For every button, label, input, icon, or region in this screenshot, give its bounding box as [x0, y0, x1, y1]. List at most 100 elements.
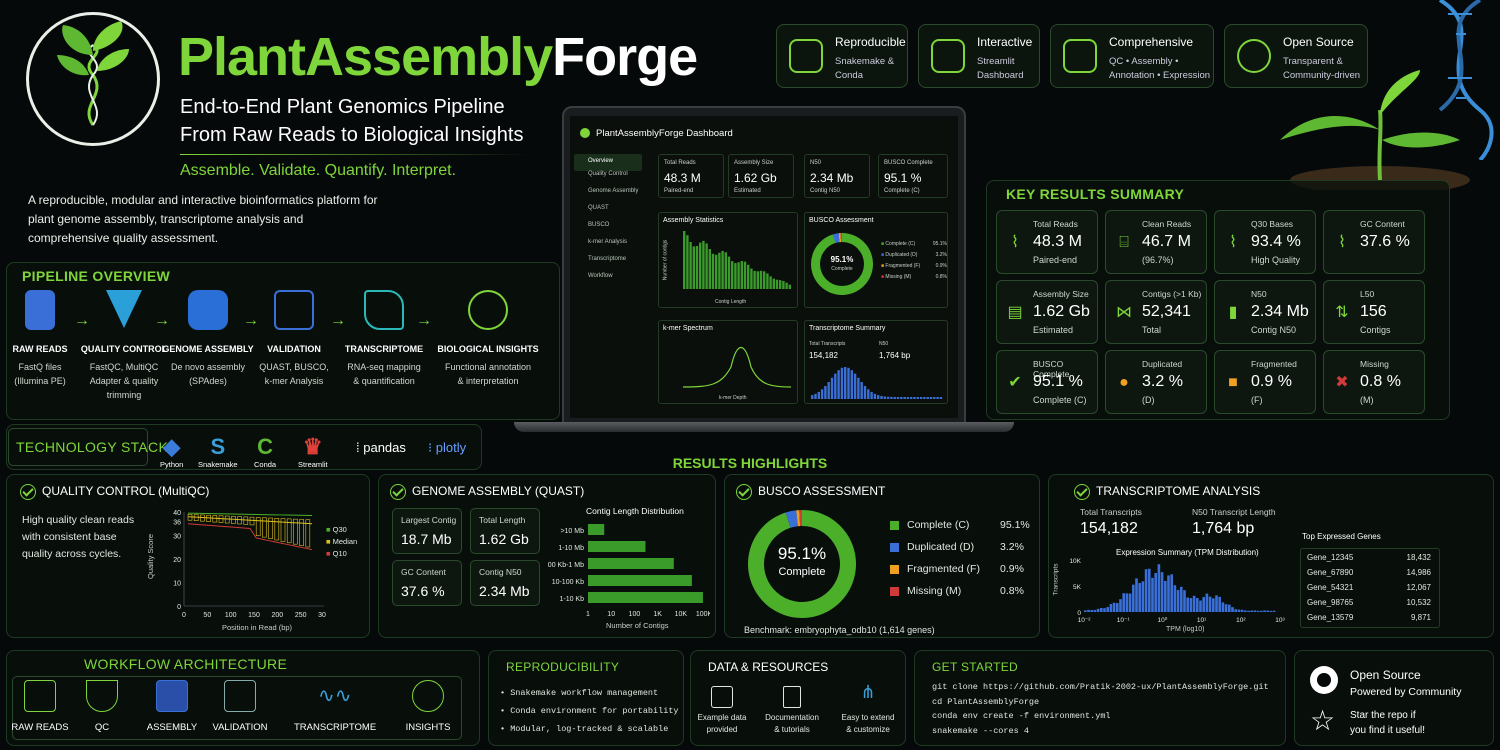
hist-bar — [820, 389, 824, 399]
busco-heading: BUSCO ASSESSMENT — [736, 484, 885, 500]
dash-kmer-panel: k-mer Spectrum k-mer Depth — [658, 320, 798, 404]
tick-label: 50 — [203, 612, 211, 619]
hist-bar — [1087, 609, 1090, 612]
tech-label: Snakemake — [198, 460, 238, 469]
workflow-step-label: VALIDATION — [212, 722, 268, 733]
qc-heading: QUALITY CONTROL (MultiQC) — [20, 484, 209, 500]
card-value: 37.6 % — [1360, 233, 1410, 250]
check-icon — [20, 484, 36, 500]
check-icon — [1074, 484, 1090, 500]
hist-bar — [1144, 569, 1148, 612]
description: A reproducible, modular and interactive … — [28, 193, 378, 245]
resource-label: Easy to extend — [841, 713, 895, 722]
donut-sub: Complete — [831, 266, 853, 272]
stat-value: 154,182 — [809, 351, 838, 360]
nav-quality-control[interactable]: Quality Control — [588, 171, 628, 177]
feature-sub: Dashboard — [977, 70, 1024, 81]
median-line — [187, 516, 313, 525]
hist-bar — [1247, 610, 1250, 612]
result-card: ✖ Missing 0.8 % (M) — [1323, 350, 1425, 414]
feature-title: Interactive — [977, 35, 1033, 49]
workflow-step-label: TRANSCRIPTOME — [294, 722, 377, 733]
puzzle-icon — [188, 290, 228, 330]
hist-bar — [1167, 575, 1170, 612]
bar — [588, 541, 646, 552]
hist-bar — [718, 252, 721, 289]
nav-busco[interactable]: BUSCO — [588, 222, 610, 228]
trans-l2: N50 Transcript Length — [1192, 507, 1276, 517]
hist-bar — [1256, 610, 1260, 612]
resource-item[interactable]: ⋔ Easy to extend & customize — [834, 683, 902, 736]
nav-workflow[interactable]: Workflow — [588, 273, 613, 279]
code-block[interactable]: git clone https://github.com/Pratik-2002… — [932, 680, 1269, 738]
box — [293, 518, 298, 545]
nav-genome-assembly[interactable]: Genome Assembly — [588, 188, 639, 194]
assembly-histogram — [683, 231, 791, 289]
legend-row: ■ Median — [326, 537, 358, 546]
network-icon: ⋈ — [1116, 304, 1132, 321]
result-card: ⋈ Contigs (>1 Kb) 52,341 Total — [1105, 280, 1207, 344]
axis-label: Contig Length — [715, 299, 747, 305]
nav-transcriptome[interactable]: Transcriptome — [588, 256, 627, 262]
nav-overview[interactable]: Overview — [574, 154, 642, 171]
hist-bar — [743, 261, 747, 289]
resource-item[interactable]: Documentation & tutorials — [758, 686, 826, 736]
resources-title: DATA & RESOURCES — [708, 660, 829, 674]
dash-busco-panel: BUSCO Assessment 95.1% Complete ■ Comple… — [804, 212, 948, 308]
stat-label: N50 — [879, 341, 889, 347]
contig-xlabel: Number of Contigs — [606, 621, 669, 630]
box — [224, 515, 230, 524]
legend-label: Duplicated (D) — [907, 541, 975, 553]
stat-card: GC Content 37.6 % — [392, 560, 462, 606]
list-item-text: Modular, log-tracked & scalable — [510, 724, 669, 734]
community-l1: Open Source — [1350, 668, 1421, 682]
hist-bar — [844, 367, 847, 399]
hist-bar — [1218, 596, 1221, 612]
hist-bar — [896, 396, 900, 399]
dna-icon: ⌇ — [1011, 234, 1019, 251]
hist-bar — [1202, 597, 1205, 612]
step-desc: (SPAdes) — [189, 376, 227, 386]
arrow-icon: → — [154, 312, 170, 329]
card-label: Assembly Size — [1033, 289, 1089, 299]
hist-bar — [873, 393, 877, 399]
legend-label: Fragmented (F) — [907, 563, 980, 575]
trans-title: TRANSCRIPTOME ANALYSIS — [1096, 484, 1261, 499]
card-value: 0.9 % — [1251, 373, 1292, 390]
result-card: ⌇ Total Reads 48.3 M Paired-end — [996, 210, 1098, 274]
hist-bar — [1183, 590, 1186, 612]
hist-bar — [1196, 598, 1199, 612]
dashboard-logo-icon — [580, 128, 590, 138]
nav-kmer[interactable]: k-mer Analysis — [588, 239, 628, 245]
tech-snakemake: S Snakemake — [198, 434, 238, 469]
qc-text: High quality clean reads with consistent… — [22, 512, 134, 563]
github-icon[interactable] — [1310, 666, 1338, 694]
hist-bar — [1109, 604, 1113, 612]
hist-bar — [1135, 578, 1138, 612]
nav-quast[interactable]: QUAST — [588, 205, 609, 211]
expr-xlabel: TPM (log10) — [1166, 626, 1205, 633]
table-row: Gene_98765 10,532 — [1307, 598, 1431, 607]
tick-label: 10⁰ — [1157, 616, 1167, 624]
file-icon — [24, 680, 56, 712]
gene-value: 18,432 — [1406, 553, 1431, 562]
bar-label: 10-100 Kb — [552, 579, 584, 586]
tech-stack-panel — [6, 424, 482, 470]
hist-bar — [1237, 609, 1241, 612]
stat-label: Largest Contig — [401, 515, 457, 525]
hist-bar — [1151, 577, 1154, 612]
resource-item[interactable]: Example data provided — [694, 686, 750, 736]
legend-swatch — [890, 520, 899, 530]
arrow-icon: → — [330, 312, 346, 329]
workflow-step-label: RAW READS — [11, 722, 69, 733]
reproducibility-title: REPRODUCIBILITY — [506, 660, 620, 674]
step-desc: RNA-seq mapping — [347, 362, 421, 372]
star-icon[interactable]: ☆ — [1310, 705, 1336, 736]
card-sub: Estimated — [1033, 325, 1074, 335]
pipeline-panel — [6, 262, 560, 420]
streamlit-icon: ♛ — [302, 434, 323, 459]
bar — [588, 524, 605, 535]
step-desc: (Illumina PE) — [14, 376, 66, 386]
hist-bar — [702, 240, 705, 289]
hist-bar — [883, 396, 886, 399]
